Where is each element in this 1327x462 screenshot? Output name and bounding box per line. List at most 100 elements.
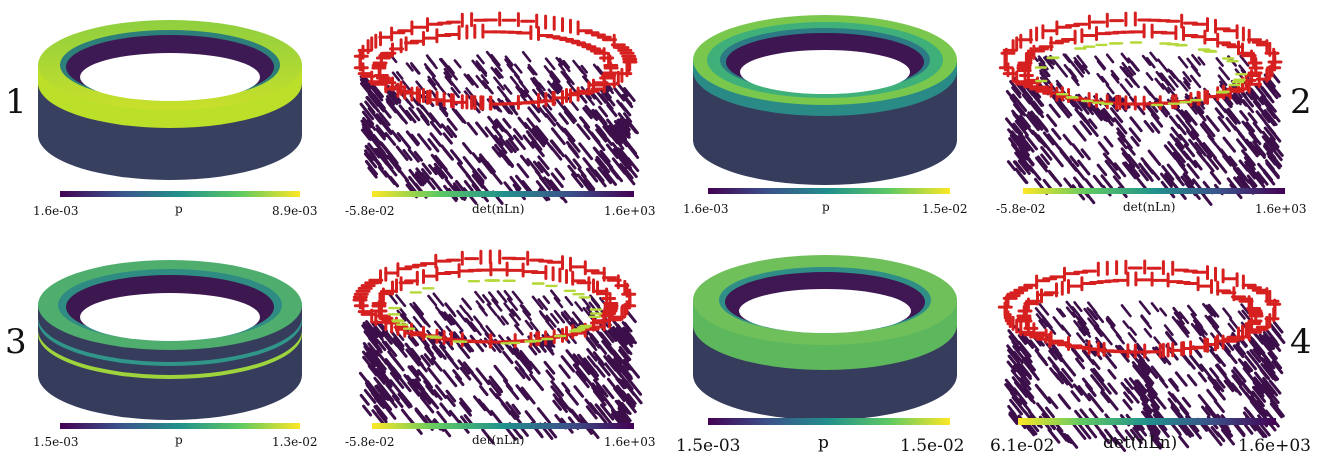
- director-rod: [618, 124, 631, 139]
- director-rod: [1198, 142, 1213, 159]
- p-colorbar-1-label: p: [175, 202, 183, 216]
- director-rod: [582, 106, 593, 120]
- director-rod: [1171, 316, 1182, 329]
- director-rod: [1224, 376, 1238, 393]
- director-rod: [1207, 303, 1220, 318]
- director-rod: [360, 82, 371, 95]
- director-rod: [1249, 141, 1261, 156]
- director-rod: [440, 311, 453, 326]
- director-rod: [439, 106, 449, 118]
- p-colorbar-3: [60, 423, 300, 429]
- director-rod: [1077, 320, 1090, 335]
- director-rod: [486, 303, 498, 317]
- director-rod: [1006, 360, 1017, 373]
- director-panel-3: [352, 249, 643, 445]
- director-rod: [395, 145, 409, 161]
- director-rod: [1140, 166, 1154, 182]
- director-rod: [462, 156, 476, 172]
- director-rod: [1140, 315, 1153, 330]
- director-rod: [1255, 110, 1267, 124]
- director-rod: [522, 134, 535, 149]
- director-rod: [532, 80, 545, 96]
- director-rod: [375, 338, 387, 352]
- director-rod: [503, 84, 513, 95]
- director-rod: [362, 404, 373, 417]
- director-rod: [421, 162, 432, 175]
- director-rod: [442, 147, 454, 161]
- director-rod: [555, 56, 564, 66]
- director-rod: [455, 180, 467, 195]
- director-rod: [562, 105, 577, 123]
- director-rod: [513, 63, 523, 74]
- director-rod: [512, 128, 524, 141]
- director-rod: [1069, 155, 1080, 167]
- director-rod: [488, 291, 499, 304]
- director-rod: [617, 371, 631, 388]
- director-rod: [364, 160, 378, 176]
- director-rod: [1014, 381, 1028, 398]
- director-rod: [623, 336, 634, 348]
- director-rod: [1228, 155, 1238, 167]
- director-rod: [1189, 74, 1202, 89]
- director-rod: [1100, 75, 1110, 86]
- director-rod: [375, 406, 388, 421]
- director-rod: [618, 148, 629, 160]
- director-rod: [505, 401, 520, 419]
- director-rod: [463, 299, 473, 311]
- director-rod: [1081, 64, 1091, 75]
- director-rod: [1151, 113, 1164, 128]
- director-rod: [1252, 140, 1266, 157]
- director-rod: [1244, 423, 1254, 435]
- director-rod: [1232, 366, 1247, 383]
- director-rod: [580, 64, 588, 74]
- director-rod: [1186, 163, 1200, 180]
- director-rod: [413, 150, 423, 162]
- director-rod: [592, 146, 603, 158]
- director-rod: [508, 313, 520, 327]
- director-rod: [367, 166, 378, 179]
- director-rod: [1101, 108, 1111, 120]
- director-rod: [471, 59, 482, 72]
- director-rod: [462, 361, 474, 375]
- director-rod: [589, 366, 600, 377]
- director-rod: [520, 386, 536, 405]
- director-rod: [359, 393, 370, 406]
- director-rod: [584, 398, 598, 415]
- director-rod: [1096, 376, 1112, 395]
- director-rod: [399, 392, 412, 407]
- director-rod: [1093, 423, 1107, 438]
- director-rod: [625, 361, 640, 379]
- director-rod: [456, 309, 467, 323]
- director-rod: [362, 321, 375, 337]
- director-rod: [1246, 174, 1258, 188]
- p-colorbar-4: [708, 418, 950, 425]
- director-rod: [1121, 61, 1134, 77]
- director-rod: [473, 395, 487, 412]
- director-rod: [1222, 307, 1233, 320]
- director-rod: [1178, 162, 1189, 175]
- director-rod: [1036, 155, 1048, 169]
- director-rod: [1177, 124, 1187, 136]
- director-rod: [1052, 316, 1065, 331]
- director-rod: [372, 360, 386, 376]
- director-rod: [1232, 94, 1242, 106]
- director-rod: [1260, 362, 1275, 380]
- director-rod: [1012, 364, 1024, 379]
- director-rod: [555, 121, 565, 133]
- director-rod: [1091, 318, 1100, 328]
- director-rod: [1257, 162, 1270, 178]
- director-rod: [1129, 326, 1137, 336]
- director-rod: [476, 54, 485, 65]
- director-rod: [493, 76, 505, 91]
- director-rod: [530, 101, 541, 114]
- director-rod: [1187, 304, 1197, 317]
- director-rod: [565, 389, 579, 406]
- director-rod: [1128, 163, 1141, 178]
- director-rod: [580, 173, 592, 187]
- director-rod: [407, 381, 421, 397]
- director-rod: [415, 332, 431, 350]
- director-rod: [496, 315, 506, 326]
- director-rod: [1147, 149, 1162, 166]
- director-rod: [1036, 134, 1051, 152]
- director-rod: [531, 295, 544, 310]
